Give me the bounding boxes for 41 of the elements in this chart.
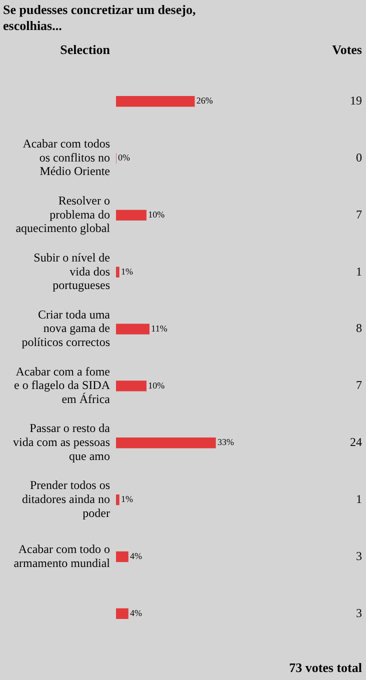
y-tick-label: Acabar com todo o armamento mundial: [14, 542, 111, 570]
y-axis-title: Selection: [60, 42, 110, 58]
chart-title: Se pudesses concretizar um desejo, escolhias...: [3, 2, 197, 34]
bar: [116, 551, 128, 562]
text: Votes: [332, 42, 362, 58]
data-label: 11%: [151, 323, 168, 334]
bar: [116, 210, 146, 221]
bar: [116, 494, 120, 506]
data-label: 10%: [148, 210, 166, 220]
bar: [116, 324, 150, 334]
text: 8: [356, 321, 362, 336]
text: 19: [350, 94, 362, 108]
data-label: 1%: [121, 494, 134, 504]
data-label: 4%: [130, 551, 143, 562]
text: 7: [356, 378, 362, 392]
bar: [116, 96, 195, 107]
text: 24: [350, 435, 362, 450]
text: 0: [356, 150, 362, 164]
data-label: 4%: [130, 608, 143, 618]
y-tick-label: Acabar com todos os conflitos no Médio Oriente: [22, 136, 110, 178]
bar: [116, 438, 216, 448]
data-label: 1%: [121, 266, 134, 276]
text: 7: [356, 207, 362, 222]
text: 1: [356, 264, 362, 278]
y-tick-label: Criar toda uma nova gama de políticos correctos: [22, 307, 111, 349]
data-label: 33%: [218, 437, 235, 448]
bar: [116, 608, 128, 619]
text: 3: [356, 548, 362, 563]
data-label: 10%: [148, 380, 166, 390]
y-tick-label: Passar o resto da vida com as pessoas que amo: [13, 421, 111, 463]
y-tick-label: Acabar com a fome e o flagelo da SIDA em África: [14, 364, 111, 406]
data-label: 0%: [118, 152, 130, 163]
y-tick-label: Prender todos os ditadores ainda no poder: [22, 478, 110, 520]
bar: [116, 266, 120, 278]
text: 3: [356, 606, 362, 620]
y-tick-label: Subir o nível de vida dos portugueses: [34, 250, 110, 292]
bar: [116, 380, 146, 392]
y-tick-label: Resolver o problema do aquecimento global: [16, 194, 111, 236]
text: 73 votes total: [289, 660, 362, 676]
text: 1: [356, 492, 362, 506]
data-label: 26%: [196, 96, 214, 106]
